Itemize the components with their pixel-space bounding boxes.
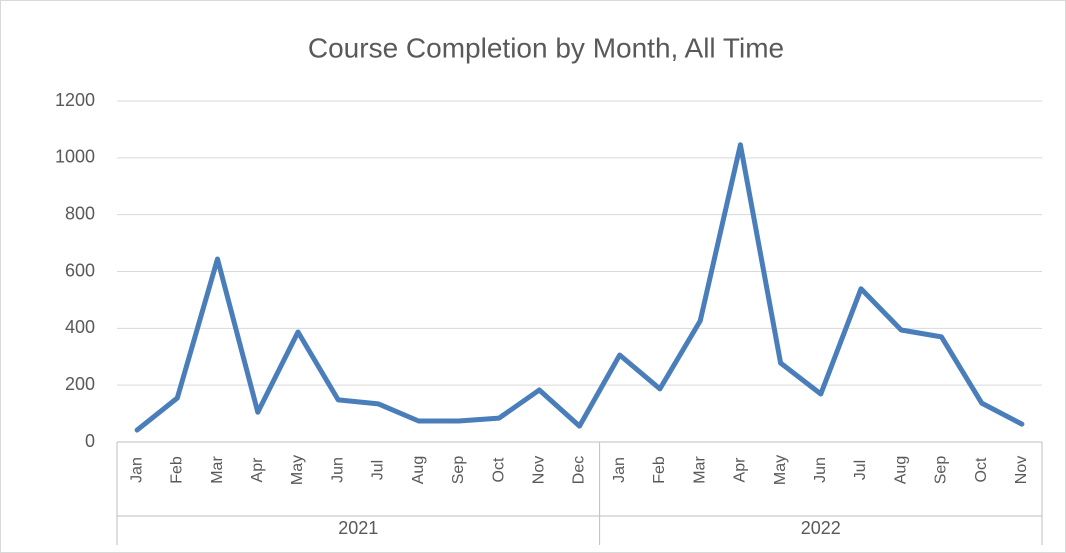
x-tick-label: Dec	[571, 456, 588, 484]
x-tick-label: Aug	[892, 456, 909, 484]
x-tick-label: Jul	[852, 460, 869, 480]
group-label: 2021	[338, 518, 378, 538]
data-line	[134, 142, 1025, 433]
x-tick-label: Jan	[611, 457, 628, 483]
y-tick-label: 0	[85, 431, 95, 451]
x-tick-label: Apr	[732, 457, 749, 483]
x-tick-label: Nov	[531, 456, 548, 484]
x-tick-label: May	[289, 455, 306, 485]
x-tick-label: Jul	[370, 460, 387, 480]
x-tick-label: Jun	[812, 457, 829, 483]
y-tick-label: 800	[65, 203, 95, 223]
x-tick-label: Aug	[410, 456, 427, 484]
group-label: 2022	[801, 518, 841, 538]
x-tick-label: Apr	[249, 457, 266, 483]
x-tick-label: Sep	[450, 456, 467, 485]
x-tick-label: Jun	[329, 457, 346, 483]
x-tick-label: Oct	[490, 457, 507, 482]
x-tick-label: May	[772, 455, 789, 485]
x-tick-label: Nov	[1013, 456, 1030, 484]
x-tick-label: Feb	[169, 456, 186, 484]
chart-title: Course Completion by Month, All Time	[308, 32, 784, 63]
y-tick-label: 400	[65, 317, 95, 337]
y-tick-label: 1200	[55, 90, 95, 110]
x-tick-label: Sep	[933, 456, 950, 485]
x-tick-label: Mar	[691, 456, 708, 484]
x-tick-label: Oct	[973, 457, 990, 482]
x-tick-label: Jan	[128, 457, 145, 483]
y-tick-label: 600	[65, 260, 95, 280]
y-tick-label: 1000	[55, 147, 95, 167]
y-tick-label: 200	[65, 374, 95, 394]
x-tick-label: Feb	[651, 456, 668, 484]
x-tick-label: Mar	[209, 456, 226, 484]
